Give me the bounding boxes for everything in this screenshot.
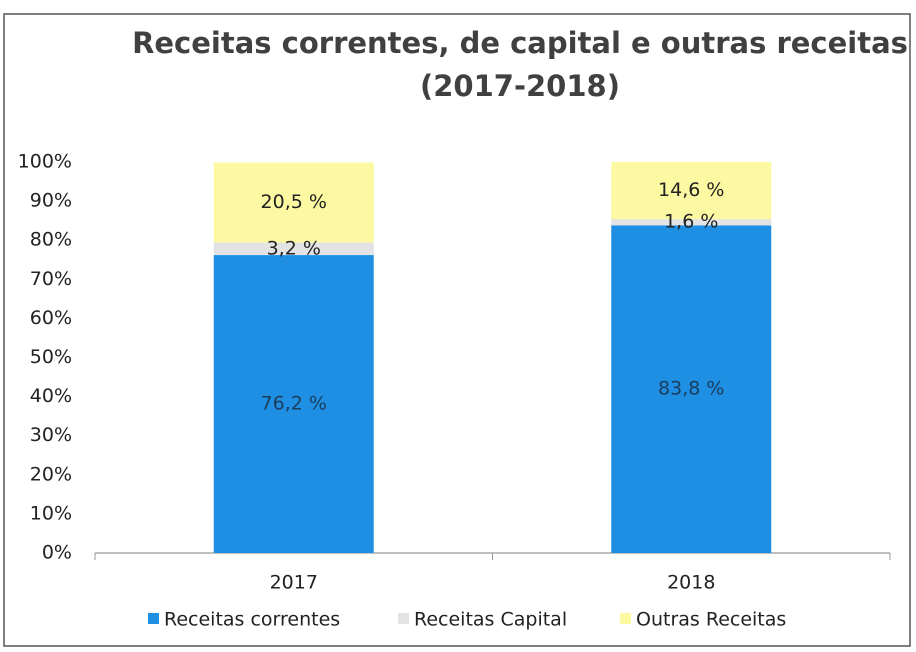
y-tick-label: 10% [30, 502, 72, 524]
y-tick-label: 80% [30, 229, 72, 251]
chart-border [3, 13, 911, 647]
legend-label: Receitas Capital [414, 609, 567, 631]
bar-segment [213, 162, 374, 243]
bar-segment [213, 242, 374, 256]
bar-segment [611, 225, 772, 554]
legend-swatch [398, 613, 409, 624]
y-tick-label: 100% [18, 151, 72, 173]
legend-label: Receitas correntes [164, 609, 340, 631]
data-label: 14,6 % [658, 179, 724, 201]
y-tick-label: 70% [30, 268, 72, 290]
bar-segment [611, 219, 772, 226]
y-tick-label: 50% [30, 346, 72, 368]
y-tick-label: 90% [30, 190, 72, 212]
chart-title: Receitas correntes, de capital e outras … [132, 26, 908, 60]
legend-swatch [148, 613, 159, 624]
legend-label: Outras Receitas [636, 609, 786, 631]
y-tick-label: 30% [30, 424, 72, 446]
y-tick-label: 20% [30, 463, 72, 485]
data-label: 83,8 % [658, 378, 724, 400]
x-tick-label: 2017 [270, 572, 318, 594]
data-label: 3,2 % [267, 237, 321, 259]
y-tick-label: 0% [42, 542, 72, 564]
bar-segment [213, 255, 374, 554]
bar-segment [611, 162, 772, 220]
legend-swatch [620, 613, 631, 624]
y-tick-label: 40% [30, 385, 72, 407]
y-tick-label: 60% [30, 307, 72, 329]
data-label: 1,6 % [664, 211, 718, 233]
data-label: 76,2 % [261, 393, 327, 415]
x-tick-label: 2018 [667, 572, 715, 594]
data-label: 20,5 % [261, 191, 327, 213]
chart-title: (2017-2018) [420, 69, 620, 103]
